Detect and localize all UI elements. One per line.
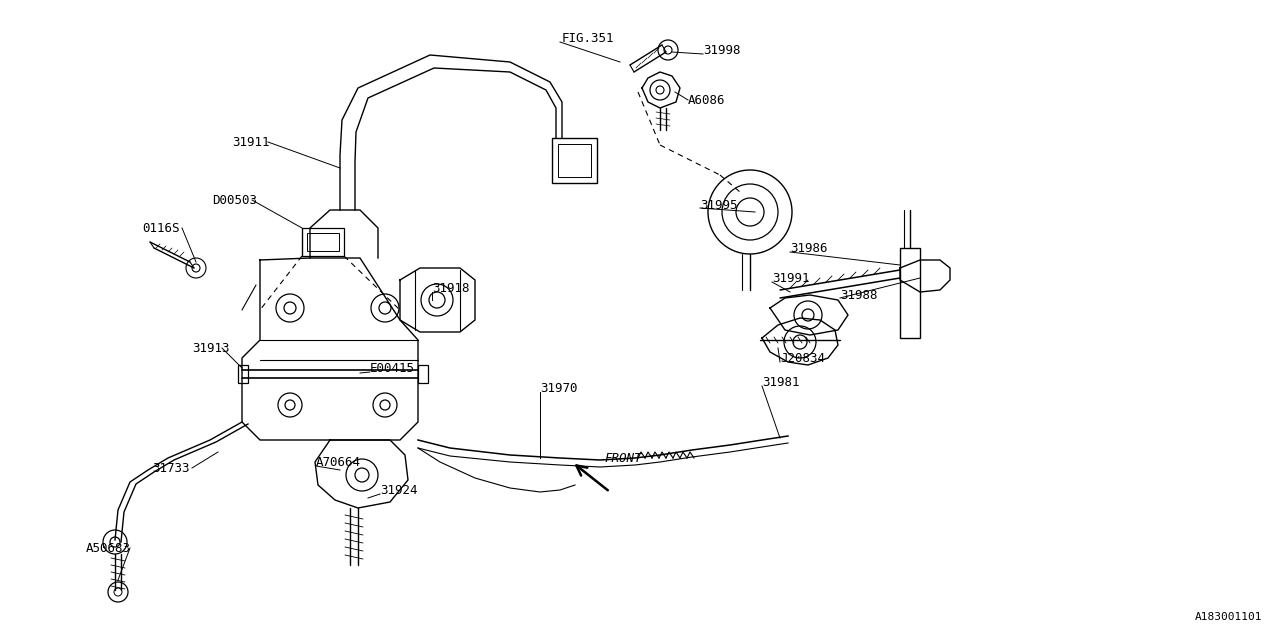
Text: 31733: 31733 xyxy=(152,461,189,474)
Text: 31924: 31924 xyxy=(380,483,417,497)
Text: 31981: 31981 xyxy=(762,376,800,388)
Text: 31918: 31918 xyxy=(433,282,470,294)
Text: 31988: 31988 xyxy=(840,289,878,301)
Text: 31991: 31991 xyxy=(772,271,809,285)
Bar xyxy=(552,138,596,183)
Bar xyxy=(558,144,591,177)
Text: 31911: 31911 xyxy=(232,136,270,148)
Text: J20834: J20834 xyxy=(780,351,826,365)
Text: 31998: 31998 xyxy=(703,44,741,56)
Text: 31995: 31995 xyxy=(700,198,737,211)
Text: A183001101: A183001101 xyxy=(1194,612,1262,622)
Text: FIG.351: FIG.351 xyxy=(562,31,614,45)
Text: 31913: 31913 xyxy=(192,342,229,355)
Text: A70664: A70664 xyxy=(316,456,361,468)
Text: E00415: E00415 xyxy=(370,362,415,374)
Text: A50683: A50683 xyxy=(86,541,131,554)
Text: D00503: D00503 xyxy=(212,193,257,207)
Text: 31970: 31970 xyxy=(540,381,577,394)
Text: FRONT: FRONT xyxy=(604,451,641,465)
Text: 0116S: 0116S xyxy=(142,221,179,234)
Bar xyxy=(900,248,920,338)
Bar xyxy=(238,365,248,383)
Bar xyxy=(307,233,339,251)
Bar xyxy=(302,228,344,256)
Text: 31986: 31986 xyxy=(790,241,827,255)
Bar xyxy=(419,365,428,383)
Text: A6086: A6086 xyxy=(689,93,726,106)
